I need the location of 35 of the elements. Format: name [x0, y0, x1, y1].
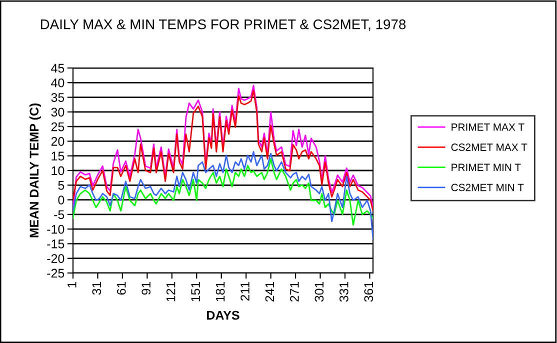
x-tick-label: 91	[142, 282, 151, 295]
y-tick-label: 5	[58, 181, 64, 190]
x-tick-label: 181	[216, 282, 225, 302]
y-tick-label: 15	[52, 152, 64, 161]
y-axis-title: MEAN DAILY TEMP (C)	[29, 104, 42, 238]
chart-title: DAILY MAX & MIN TEMPS FOR PRIMET & CS2MET, 1978	[40, 19, 406, 31]
y-tick-label: -20	[47, 254, 64, 264]
legend-label: PRIMET MIN T	[452, 164, 521, 171]
y-tick-label: 30	[51, 108, 64, 117]
legend-label: CS2MET MIN T	[451, 184, 524, 192]
x-tick-label: 61	[116, 282, 126, 295]
x-tick-label: 31	[92, 282, 102, 295]
legend-label: CS2MET MAX T	[451, 144, 528, 151]
y-tick-label: -15	[47, 240, 64, 248]
x-axis-title: DAYS	[207, 310, 240, 320]
x-tick-label: 241	[265, 282, 274, 302]
y-tick-label: 20	[51, 137, 64, 146]
y-tick-label: 45	[51, 64, 64, 73]
y-tick-label: 35	[51, 93, 64, 102]
x-tick-label: 121	[166, 282, 176, 302]
x-tick-label: 271	[290, 282, 299, 302]
y-tick-label: 0	[58, 196, 64, 204]
x-tick-label: 331	[339, 282, 348, 302]
x-tick-label: 361	[364, 282, 374, 302]
y-tick-label: 25	[51, 122, 64, 132]
legend-label: PRIMET MAX T	[452, 124, 524, 131]
y-tick-label: 10	[52, 166, 64, 176]
y-tick-label: -25	[47, 268, 64, 278]
x-tick-label: 1	[68, 282, 76, 288]
y-tick-label: 40	[51, 78, 64, 88]
y-tick-label: -10	[47, 224, 64, 234]
x-tick-label: 151	[191, 282, 200, 302]
y-tick-label: -5	[54, 210, 64, 220]
x-tick-label: 211	[240, 282, 250, 301]
x-tick-label: 301	[314, 282, 324, 302]
